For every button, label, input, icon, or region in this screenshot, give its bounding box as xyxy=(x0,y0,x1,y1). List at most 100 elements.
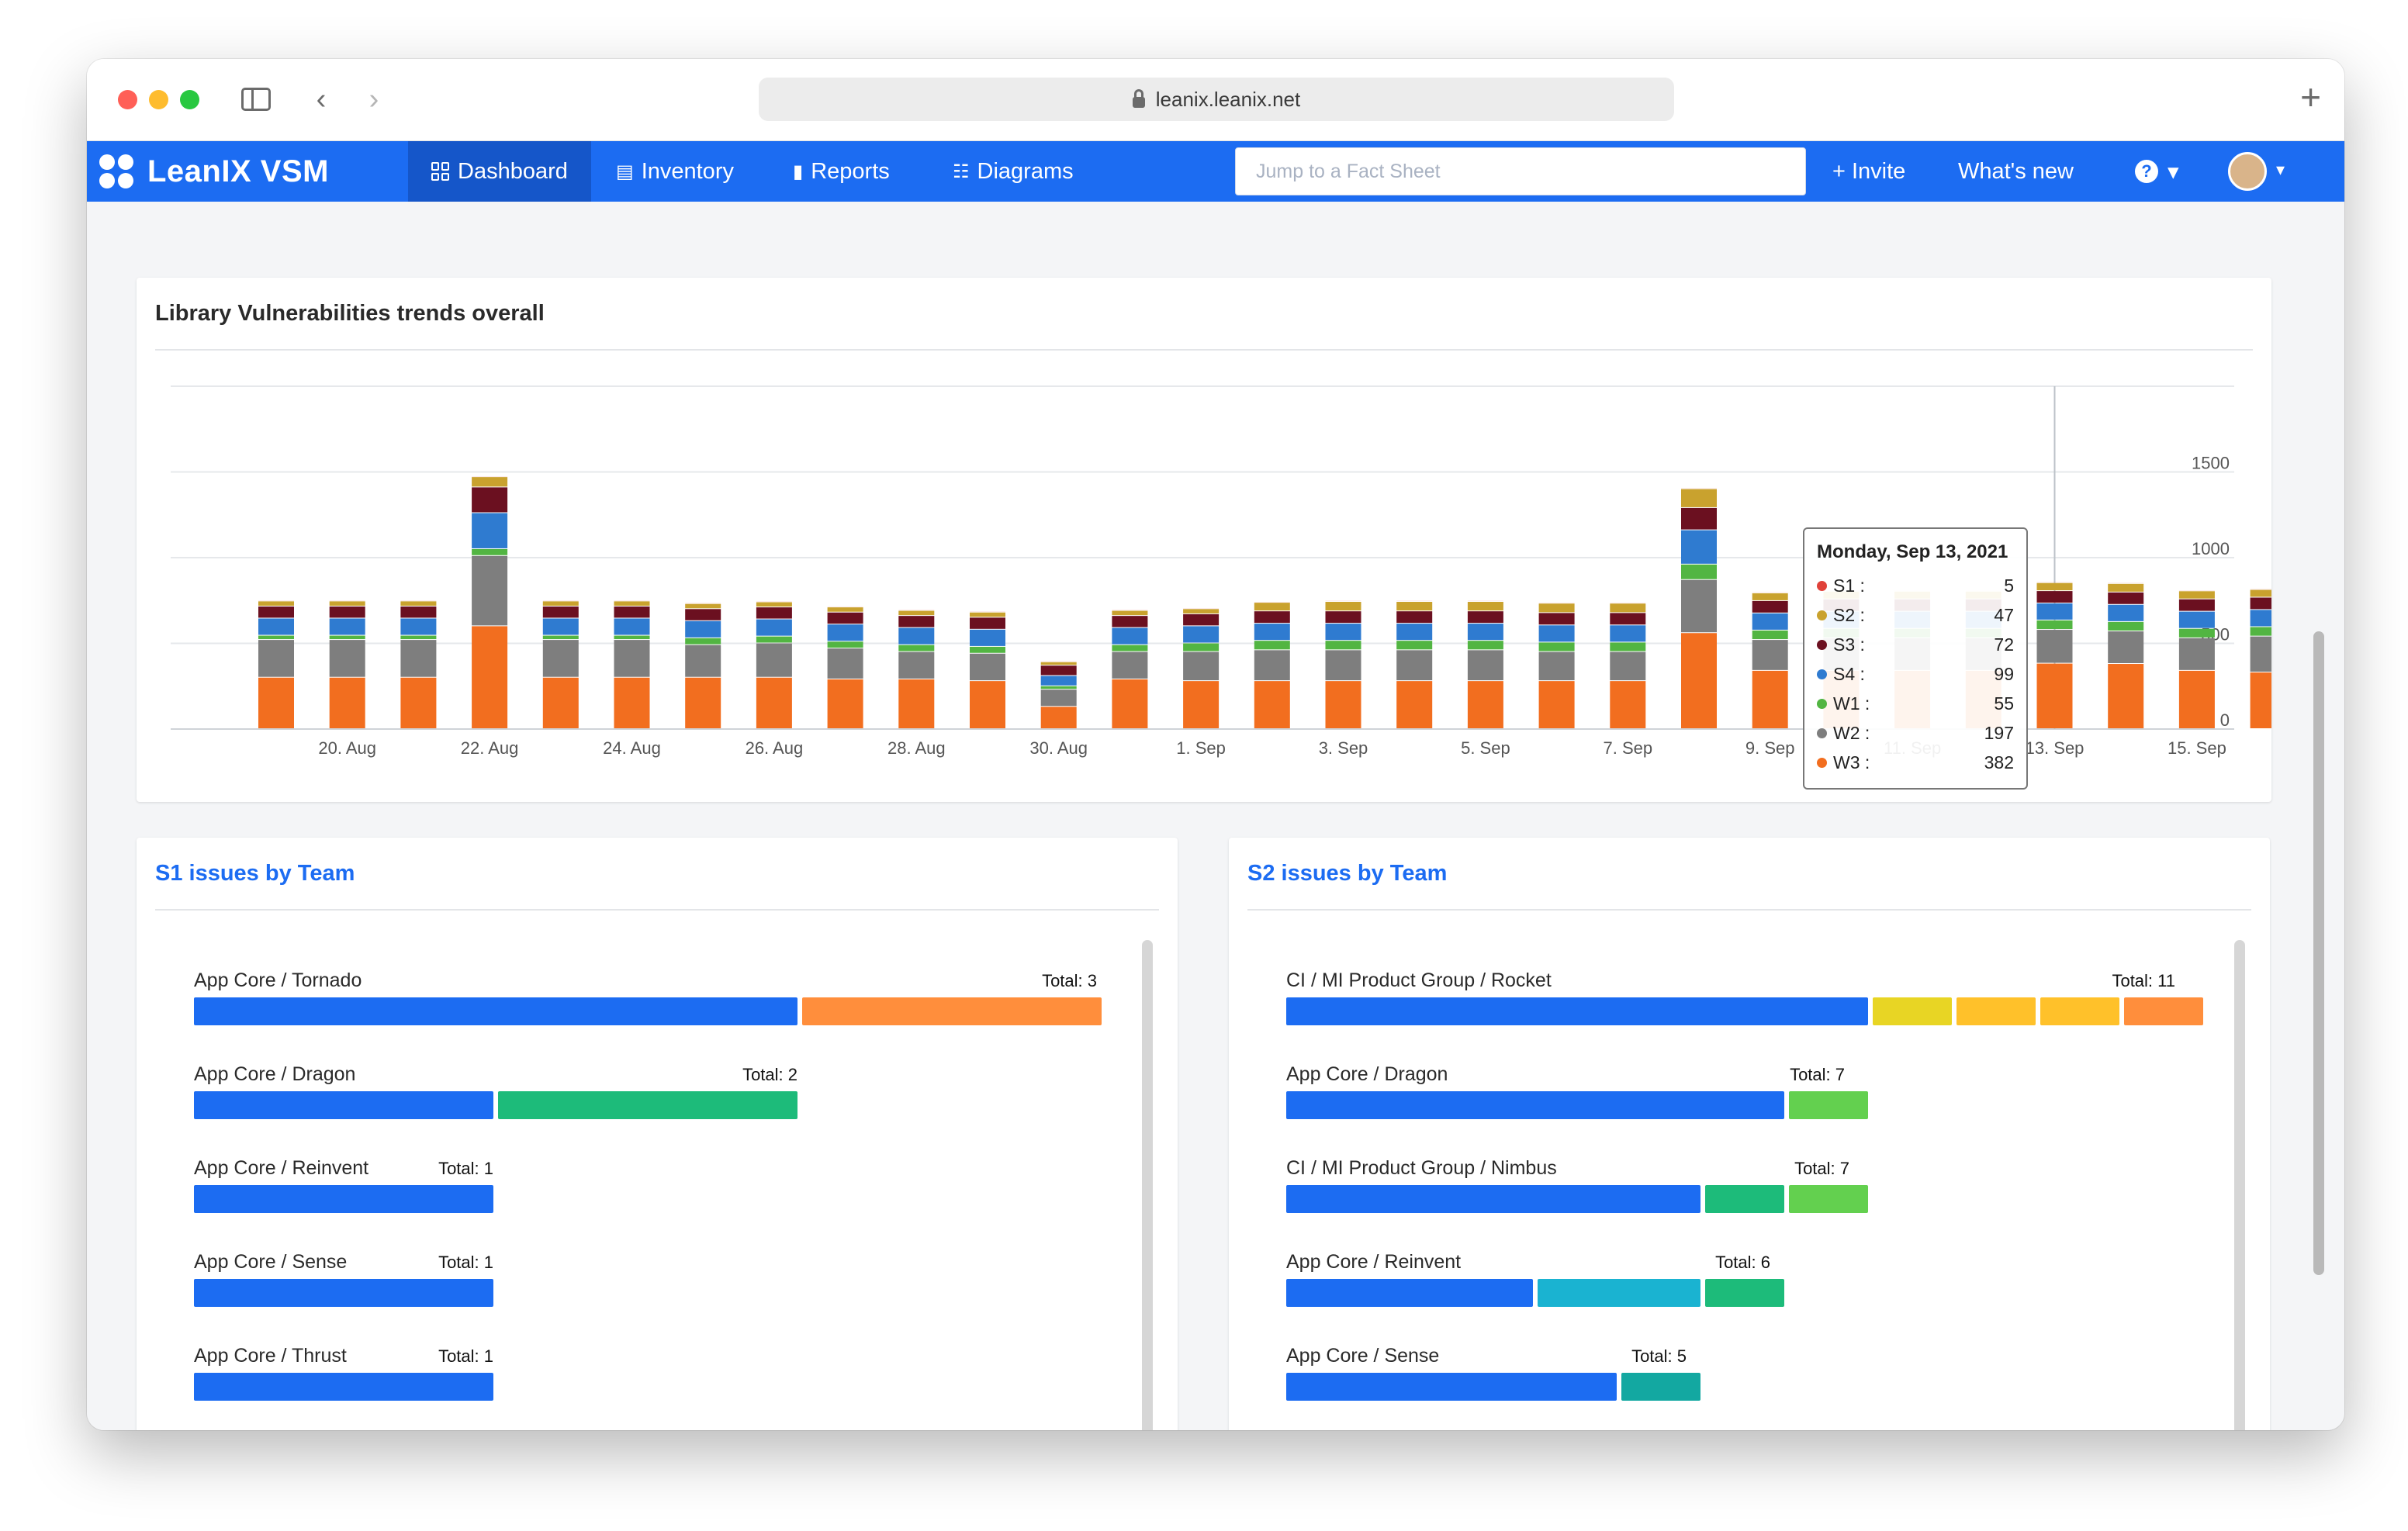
bar-segment-s4[interactable] xyxy=(1040,676,1077,686)
bar-segment-w3[interactable] xyxy=(1610,681,1646,728)
bar-segment-w2[interactable] xyxy=(685,645,721,677)
bar-segment-w1[interactable] xyxy=(1254,641,1290,650)
whats-new-button[interactable]: What's new xyxy=(1958,158,2074,184)
bar-segment-w2[interactable] xyxy=(970,653,1005,681)
bar-segment-s2[interactable] xyxy=(258,601,294,606)
team-bar-segment[interactable] xyxy=(1789,1185,1868,1213)
s2-scrollbar[interactable] xyxy=(2234,940,2245,1430)
bar-segment-s2[interactable] xyxy=(1112,610,1148,616)
bar-segment-s2[interactable] xyxy=(1467,602,1503,611)
bar-segment-w3[interactable] xyxy=(1467,681,1503,728)
bar-segment-w1[interactable] xyxy=(970,646,1005,653)
team-bar[interactable] xyxy=(1286,1091,1873,1119)
bar-segment-s4[interactable] xyxy=(685,620,721,638)
bar-segment-s4[interactable] xyxy=(898,627,935,645)
bar-segment-s3[interactable] xyxy=(1040,665,1077,676)
bar-segment-w1[interactable] xyxy=(472,548,508,555)
bar-segment-w1[interactable] xyxy=(685,638,721,645)
bar-segment-w2[interactable] xyxy=(2250,636,2271,672)
team-bar-segment[interactable] xyxy=(1705,1185,1784,1213)
bar-segment-w2[interactable] xyxy=(1040,689,1077,707)
team-bar[interactable] xyxy=(1286,1185,1873,1213)
bar-segment-s3[interactable] xyxy=(898,616,935,627)
bar-segment-w3[interactable] xyxy=(2036,663,2073,728)
s1-scrollbar[interactable] xyxy=(1142,940,1153,1430)
bar-segment-w2[interactable] xyxy=(756,643,792,677)
bar-segment-w1[interactable] xyxy=(1183,643,1220,651)
avatar-chevron-down-icon[interactable]: ▾ xyxy=(2276,160,2285,179)
bar-segment-w1[interactable] xyxy=(1396,641,1433,650)
bar-segment-s2[interactable] xyxy=(1325,602,1361,611)
bar-segment-s4[interactable] xyxy=(1254,624,1290,641)
bar-segment-s2[interactable] xyxy=(400,601,437,606)
bar-segment-w2[interactable] xyxy=(1681,579,1717,633)
bar-segment-s4[interactable] xyxy=(1681,530,1717,564)
sidebar-toggle-icon[interactable] xyxy=(239,79,273,119)
page-scrollbar[interactable] xyxy=(2313,631,2324,1275)
bar-segment-w2[interactable] xyxy=(1538,651,1575,681)
team-bar-segment[interactable] xyxy=(1621,1373,1700,1401)
team-bar-segment[interactable] xyxy=(1705,1279,1784,1307)
bar-segment-w1[interactable] xyxy=(1752,630,1788,640)
bar-segment-s3[interactable] xyxy=(1254,611,1290,624)
bar-segment-w2[interactable] xyxy=(1112,651,1148,679)
nav-reports[interactable]: ▮ Reports xyxy=(770,141,913,202)
bar-segment-s2[interactable] xyxy=(827,607,863,612)
team-bar-segment[interactable] xyxy=(1286,1279,1533,1307)
bar-segment-w3[interactable] xyxy=(1040,707,1077,728)
nav-inventory[interactable]: ▤ Inventory xyxy=(593,141,757,202)
bar-segment-w3[interactable] xyxy=(614,677,650,728)
team-bar-segment[interactable] xyxy=(1956,997,2036,1025)
bar-segment-w3[interactable] xyxy=(258,677,294,728)
bar-segment-s4[interactable] xyxy=(1610,625,1646,642)
bar-segment-s2[interactable] xyxy=(1681,489,1717,507)
bar-segment-w1[interactable] xyxy=(2178,628,2215,638)
bar-segment-s4[interactable] xyxy=(2178,611,2215,628)
bar-segment-w3[interactable] xyxy=(2250,672,2271,728)
bar-segment-s4[interactable] xyxy=(2250,610,2271,627)
bar-segment-w1[interactable] xyxy=(1112,645,1148,651)
bar-segment-w1[interactable] xyxy=(1610,642,1646,651)
bar-segment-w3[interactable] xyxy=(1752,670,1788,728)
bar-segment-s2[interactable] xyxy=(1610,603,1646,613)
bar-segment-w2[interactable] xyxy=(1183,651,1220,681)
bar-segment-w3[interactable] xyxy=(1254,681,1290,728)
bar-segment-s3[interactable] xyxy=(1396,611,1433,624)
bar-segment-s4[interactable] xyxy=(1752,613,1788,630)
team-bar-segment[interactable] xyxy=(1286,1373,1617,1401)
bar-segment-s2[interactable] xyxy=(1254,603,1290,611)
team-bar[interactable] xyxy=(194,1373,498,1401)
bar-segment-s4[interactable] xyxy=(970,629,1005,646)
bar-segment-s3[interactable] xyxy=(2250,597,2271,610)
bar-segment-s2[interactable] xyxy=(2250,589,2271,597)
bar-segment-s4[interactable] xyxy=(1538,625,1575,642)
bar-segment-w2[interactable] xyxy=(1610,651,1646,681)
bar-segment-w2[interactable] xyxy=(2036,630,2073,663)
team-bar-segment[interactable] xyxy=(194,1091,493,1119)
bar-segment-w2[interactable] xyxy=(258,640,294,677)
bar-segment-s4[interactable] xyxy=(400,618,437,635)
bar-segment-w3[interactable] xyxy=(400,677,437,728)
bar-segment-w3[interactable] xyxy=(970,681,1005,728)
bar-segment-s2[interactable] xyxy=(2178,591,2215,599)
bar-segment-w3[interactable] xyxy=(542,677,579,728)
bar-segment-s2[interactable] xyxy=(1040,662,1077,665)
bar-segment-s3[interactable] xyxy=(827,612,863,624)
team-bar-segment[interactable] xyxy=(194,1373,493,1401)
bar-segment-s4[interactable] xyxy=(1396,624,1433,641)
bar-segment-w2[interactable] xyxy=(1752,640,1788,670)
bar-segment-s3[interactable] xyxy=(2178,599,2215,611)
bar-segment-s4[interactable] xyxy=(258,618,294,635)
bar-segment-s3[interactable] xyxy=(2036,591,2073,603)
team-bar-segment[interactable] xyxy=(194,997,797,1025)
bar-segment-w2[interactable] xyxy=(542,640,579,677)
bar-segment-s3[interactable] xyxy=(542,606,579,618)
bar-segment-s3[interactable] xyxy=(1752,600,1788,613)
bar-segment-w3[interactable] xyxy=(1183,681,1220,728)
zoom-window-button[interactable] xyxy=(180,90,199,109)
avatar[interactable] xyxy=(2228,152,2267,191)
bar-segment-s3[interactable] xyxy=(1538,613,1575,625)
bar-segment-w1[interactable] xyxy=(542,635,579,640)
bar-segment-w1[interactable] xyxy=(614,635,650,640)
bar-segment-w1[interactable] xyxy=(329,635,365,640)
